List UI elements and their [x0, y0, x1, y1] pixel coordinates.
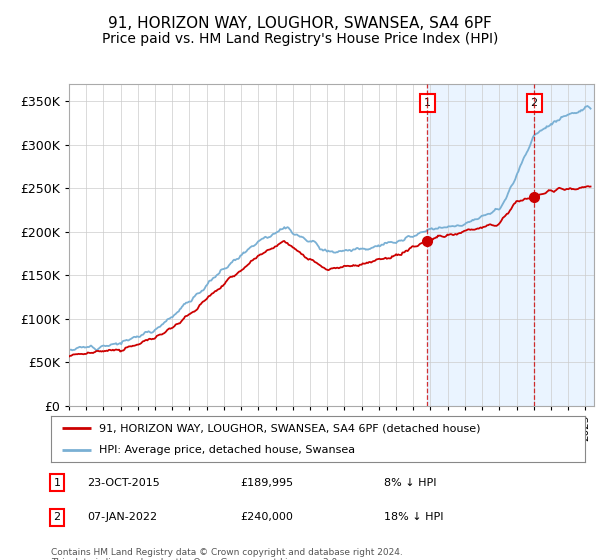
- Text: 1: 1: [53, 478, 61, 488]
- Bar: [427, 84, 594, 406]
- Text: 2: 2: [530, 98, 538, 108]
- Text: £240,000: £240,000: [240, 512, 293, 522]
- Text: 91, HORIZON WAY, LOUGHOR, SWANSEA, SA4 6PF (detached house): 91, HORIZON WAY, LOUGHOR, SWANSEA, SA4 6…: [99, 423, 481, 433]
- Text: HPI: Average price, detached house, Swansea: HPI: Average price, detached house, Swan…: [99, 445, 355, 455]
- Text: 07-JAN-2022: 07-JAN-2022: [87, 512, 157, 522]
- Text: 18% ↓ HPI: 18% ↓ HPI: [384, 512, 443, 522]
- Text: 2: 2: [53, 512, 61, 522]
- Text: £189,995: £189,995: [240, 478, 293, 488]
- Text: Price paid vs. HM Land Registry's House Price Index (HPI): Price paid vs. HM Land Registry's House …: [102, 32, 498, 46]
- Text: 91, HORIZON WAY, LOUGHOR, SWANSEA, SA4 6PF: 91, HORIZON WAY, LOUGHOR, SWANSEA, SA4 6…: [108, 16, 492, 31]
- Text: 1: 1: [424, 98, 431, 108]
- Text: 8% ↓ HPI: 8% ↓ HPI: [384, 478, 437, 488]
- Text: 23-OCT-2015: 23-OCT-2015: [87, 478, 160, 488]
- Text: Contains HM Land Registry data © Crown copyright and database right 2024.
This d: Contains HM Land Registry data © Crown c…: [51, 548, 403, 560]
